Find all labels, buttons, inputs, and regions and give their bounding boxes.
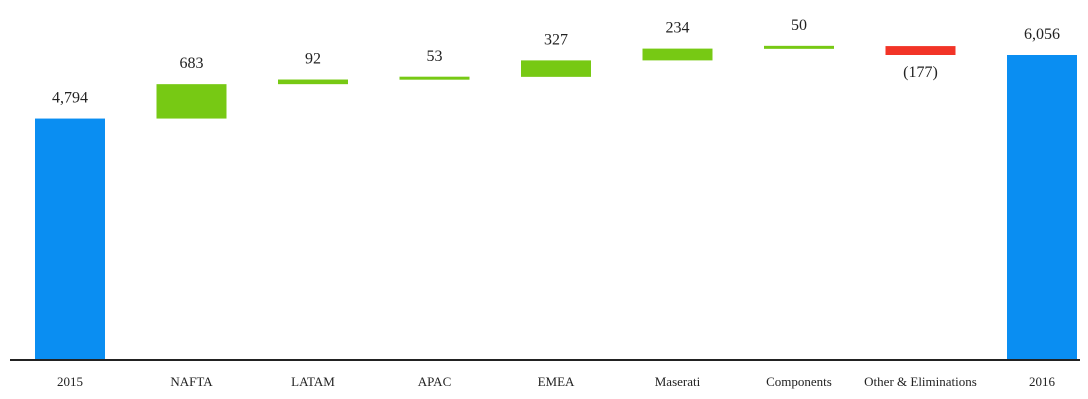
bar-latam xyxy=(278,79,348,85)
value-label-2015: 4,794 xyxy=(52,90,88,107)
bars-layer xyxy=(35,45,1077,360)
value-label-maserati: 234 xyxy=(666,20,690,37)
bar-2016 xyxy=(1007,55,1077,360)
tick-label-components: Components xyxy=(766,374,832,389)
tick-label-2016: 2016 xyxy=(1029,374,1056,389)
tick-label-other-eliminations: Other & Eliminations xyxy=(864,374,977,389)
tick-label-2015: 2015 xyxy=(57,374,83,389)
value-label-nafta: 683 xyxy=(180,55,204,72)
value-label-components: 50 xyxy=(791,17,807,34)
bar-components xyxy=(764,45,834,49)
tick-label-apac: APAC xyxy=(418,374,451,389)
tick-label-nafta: NAFTA xyxy=(170,374,213,389)
value-labels-layer: 4,794 683 92 53 327 234 50 (177) 6,056 xyxy=(52,17,1060,106)
tick-label-maserati: Maserati xyxy=(655,374,701,389)
bar-nafta xyxy=(156,84,227,119)
value-label-latam: 92 xyxy=(305,51,321,68)
bar-apac xyxy=(399,76,470,80)
tick-label-latam: LATAM xyxy=(291,374,335,389)
tick-labels-layer: 2015 NAFTA LATAM APAC EMEA Maserati Components… xyxy=(57,374,1056,389)
value-label-emea: 327 xyxy=(544,31,568,48)
bar-emea xyxy=(521,60,591,77)
tick-label-emea: EMEA xyxy=(538,374,575,389)
bar-maserati xyxy=(642,48,713,61)
value-label-apac: 53 xyxy=(427,48,443,65)
bar-2015 xyxy=(35,118,105,360)
value-label-2016: 6,056 xyxy=(1024,26,1060,43)
bar-other-eliminations xyxy=(885,46,956,55)
value-label-other-eliminations: (177) xyxy=(903,64,938,81)
